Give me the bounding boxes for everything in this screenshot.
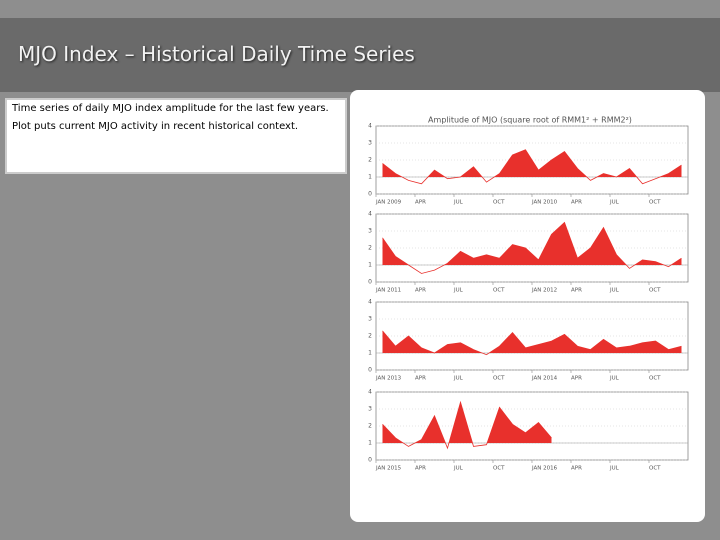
amplitude-line xyxy=(382,149,682,185)
x-tick-label: APR xyxy=(415,466,426,472)
y-tick-label: 4 xyxy=(368,211,372,218)
x-tick-label: OCT xyxy=(493,376,505,382)
x-tick-label: JAN 2016 xyxy=(531,466,558,472)
area-fill xyxy=(382,402,552,443)
x-tick-label: JAN 2012 xyxy=(531,288,557,294)
x-tick-label: JAN 2014 xyxy=(531,376,558,382)
x-tick-label: OCT xyxy=(649,376,661,382)
y-tick-label: 1 xyxy=(368,174,372,181)
x-tick-label: OCT xyxy=(493,200,505,206)
x-tick-label: APR xyxy=(571,200,582,206)
x-tick-label: APR xyxy=(571,376,582,382)
chart-card: Amplitude of MJO (square root of RMM1² +… xyxy=(350,90,705,522)
y-tick-label: 0 xyxy=(368,279,372,286)
paragraph: Time series of daily MJO index amplitude… xyxy=(12,103,329,114)
y-tick-label: 3 xyxy=(368,228,372,235)
x-tick-label: JUL xyxy=(453,466,464,472)
y-tick-label: 0 xyxy=(368,191,372,198)
x-tick-label: OCT xyxy=(493,466,505,472)
x-tick-label: APR xyxy=(571,466,582,472)
y-tick-label: 2 xyxy=(368,157,372,164)
x-tick-label: APR xyxy=(415,200,426,206)
x-tick-label: JUL xyxy=(609,466,620,472)
amplitude-line xyxy=(382,400,552,450)
x-tick-label: JUL xyxy=(453,288,464,294)
amplitude-line xyxy=(382,330,682,356)
y-tick-label: 3 xyxy=(368,140,372,147)
slide-title: MJO Index – Historical Daily Time Series xyxy=(18,42,415,66)
y-tick-label: 1 xyxy=(368,440,372,447)
x-tick-label: JAN 2010 xyxy=(531,200,558,206)
y-tick-label: 1 xyxy=(368,262,372,269)
x-tick-label: JAN 2013 xyxy=(375,376,402,382)
area-fill xyxy=(382,149,682,177)
paragraph: Plot puts current MJO activity in recent… xyxy=(12,121,299,132)
chart: Amplitude of MJO (square root of RMM1² +… xyxy=(368,116,689,472)
y-tick-label: 4 xyxy=(368,123,372,130)
x-tick-label: JAN 2011 xyxy=(375,288,401,294)
header-band: MJO Index – Historical Daily Time Series xyxy=(0,18,720,92)
y-tick-label: 4 xyxy=(368,299,372,306)
y-tick-label: 3 xyxy=(368,406,372,413)
y-tick-label: 0 xyxy=(368,457,372,464)
area-fill xyxy=(382,330,682,353)
chart-title: Amplitude of MJO (square root of RMM1² +… xyxy=(428,116,632,125)
y-tick-label: 2 xyxy=(368,423,372,430)
amplitude-line xyxy=(382,221,682,274)
x-tick-label: JUL xyxy=(453,200,464,206)
x-tick-label: JUL xyxy=(609,200,620,206)
x-tick-label: JAN 2009 xyxy=(375,200,402,206)
x-tick-label: OCT xyxy=(649,466,661,472)
x-tick-label: OCT xyxy=(493,288,505,294)
y-tick-label: 2 xyxy=(368,245,372,252)
y-tick-label: 4 xyxy=(368,389,372,396)
y-tick-label: 1 xyxy=(368,350,372,357)
x-tick-label: JAN 2015 xyxy=(375,466,402,472)
y-tick-label: 0 xyxy=(368,367,372,374)
x-tick-label: APR xyxy=(415,376,426,382)
text-box: Time series of daily MJO index amplitude… xyxy=(5,98,347,174)
x-tick-label: APR xyxy=(571,288,582,294)
x-tick-label: JUL xyxy=(453,376,464,382)
x-tick-label: OCT xyxy=(649,200,661,206)
x-tick-label: APR xyxy=(415,288,426,294)
y-tick-label: 2 xyxy=(368,333,372,340)
x-tick-label: OCT xyxy=(649,288,661,294)
x-tick-label: JUL xyxy=(609,376,620,382)
y-tick-label: 3 xyxy=(368,316,372,323)
x-tick-label: JUL xyxy=(609,288,620,294)
